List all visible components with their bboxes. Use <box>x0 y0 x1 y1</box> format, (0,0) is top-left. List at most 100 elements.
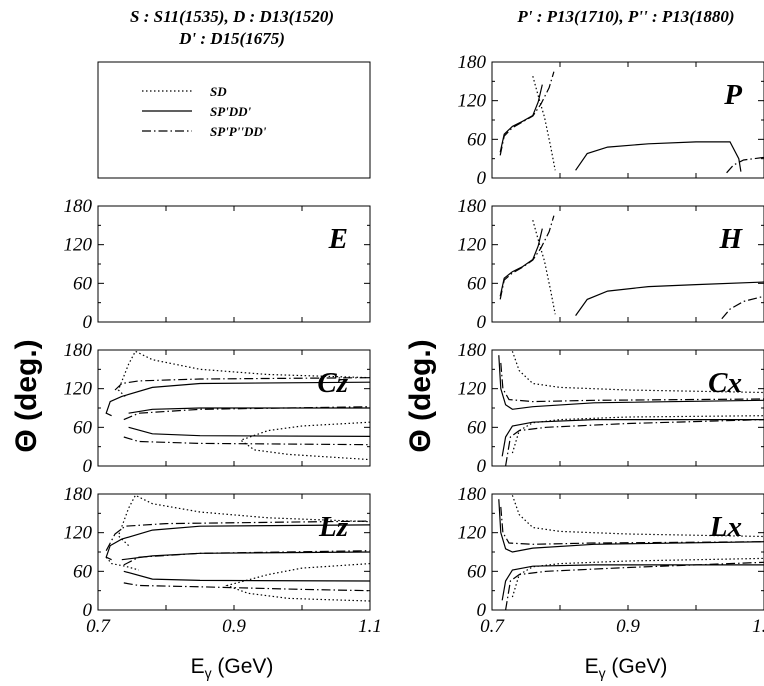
series-h-dashdot-0 <box>499 215 555 300</box>
series-cz-dotted-0 <box>117 350 370 397</box>
curves-cx <box>498 351 764 466</box>
series-cz-dotted-1 <box>239 421 370 461</box>
series-cz-solid-2 <box>128 426 370 437</box>
x-tick-label-lz-1.1: 1.1 <box>358 616 382 637</box>
curves-cz <box>105 350 370 461</box>
curves-p <box>499 71 764 174</box>
left-header-line2: D' : D15(1675) <box>178 29 285 48</box>
series-h-dotted-0 <box>532 220 556 315</box>
y-tick-label-cz-0: 0 <box>83 456 93 477</box>
series-lz-dotted-2 <box>225 563 370 602</box>
series-h-solid-1 <box>575 281 764 316</box>
left-y-axis-label: Θ (deg.) <box>10 339 43 452</box>
series-lz-solid-2 <box>123 570 370 582</box>
y-tick-label-lx-0: 0 <box>477 600 487 621</box>
right-x-axis-label: Eγ (GeV) <box>585 655 668 681</box>
series-p-solid-0 <box>499 84 543 153</box>
series-lx-dotted-1 <box>511 557 764 598</box>
series-lz-solid-0 <box>105 524 370 561</box>
legend-label-sppdd: SP'P''DD' <box>210 124 267 139</box>
y-tick-label-e-60: 60 <box>73 273 93 294</box>
series-lx-dashdot-1 <box>505 561 764 610</box>
right-y-axis-label: Θ (deg.) <box>404 339 437 452</box>
panel-label-cx: Cx <box>708 367 742 399</box>
panel-cx: 0 60 120 180 Cx <box>458 340 764 477</box>
y-tick-label-lz-120: 120 <box>64 523 93 544</box>
series-p-solid-1 <box>575 141 742 172</box>
series-lz-dashdot-2 <box>123 582 370 592</box>
panel-label-lx: Lx <box>709 511 742 543</box>
panel-frame-p <box>491 61 764 179</box>
series-cz-dashdot-1 <box>123 406 370 421</box>
x-tick-label-lz-0.7: 0.7 <box>86 616 111 637</box>
y-tick-label-h-120: 120 <box>458 235 487 256</box>
y-tick-label-cz-120: 120 <box>64 379 93 400</box>
y-tick-label-e-180: 180 <box>64 196 93 217</box>
panel-h: 0 60 120 180 H <box>458 196 764 333</box>
curves-h <box>499 215 764 320</box>
y-tick-label-cx-0: 0 <box>477 456 487 477</box>
panel-label-p: P <box>723 79 742 111</box>
y-tick-label-lx-120: 120 <box>458 523 487 544</box>
legend-label-sd: SD <box>210 84 227 99</box>
series-p-dashdot-1 <box>726 156 764 174</box>
panel-lx: 0 60 120 180 0.7 0.9 1.1 Lx <box>458 484 764 637</box>
y-tick-label-lx-180: 180 <box>458 484 487 505</box>
y-tick-label-cz-180: 180 <box>64 340 93 361</box>
legend-label-spdd: SP'DD' <box>210 104 252 119</box>
curves-lx <box>498 495 764 610</box>
series-cz-solid-1 <box>128 407 370 414</box>
panel-lz: 0 60 120 180 0.7 0.9 1.1 Lz <box>64 484 382 637</box>
y-tick-label-h-0: 0 <box>477 312 487 333</box>
x-tick-label-lx-1.1: 1.1 <box>752 616 764 637</box>
left-x-axis-label: Eγ (GeV) <box>191 655 274 681</box>
y-tick-label-p-60: 60 <box>467 129 487 150</box>
series-h-dashdot-1 <box>721 295 764 320</box>
legend-frame <box>97 61 371 179</box>
y-tick-label-h-180: 180 <box>458 196 487 217</box>
series-cx-dashdot-0 <box>500 362 764 403</box>
y-tick-label-e-0: 0 <box>83 312 93 333</box>
panel-e: 0 60 120 180 E <box>64 196 371 333</box>
series-cz-solid-0 <box>105 381 370 417</box>
series-lx-dotted-0 <box>511 495 764 538</box>
series-h-solid-0 <box>499 228 543 297</box>
panel-label-e: E <box>328 223 348 255</box>
right-header: P' : P13(1710), P'' : P13(1880) <box>516 7 734 26</box>
y-tick-label-p-180: 180 <box>458 52 487 73</box>
y-tick-label-lx-60: 60 <box>467 561 487 582</box>
legend: SD SP'DD' SP'P''DD' <box>97 61 371 179</box>
y-tick-label-p-0: 0 <box>477 168 487 189</box>
series-cx-solid-0 <box>498 355 764 410</box>
series-cz-dashdot-2 <box>123 436 370 446</box>
y-tick-label-cz-60: 60 <box>73 417 93 438</box>
x-tick-label-lx-0.7: 0.7 <box>480 616 505 637</box>
series-lz-dashdot-0 <box>105 520 370 551</box>
y-tick-label-cx-60: 60 <box>467 417 487 438</box>
series-lx-solid-0 <box>498 499 764 553</box>
y-tick-label-lz-0: 0 <box>83 600 93 621</box>
series-cz-dashdot-0 <box>114 377 370 391</box>
series-cx-solid-1 <box>501 419 764 457</box>
series-lz-dashdot-1 <box>123 550 370 566</box>
y-tick-label-h-60: 60 <box>467 273 487 294</box>
panels: 0 60 120 180 P 0 60 120 180 E 0 60 120 180 H 0 60 120 180 C… <box>64 52 764 637</box>
series-p-dashdot-0 <box>499 71 555 156</box>
y-tick-label-p-120: 120 <box>458 91 487 112</box>
panel-p: 0 60 120 180 P <box>458 52 764 189</box>
x-tick-label-lz-0.9: 0.9 <box>222 616 246 637</box>
x-tick-label-lx-0.9: 0.9 <box>616 616 640 637</box>
series-cx-dotted-0 <box>511 351 764 394</box>
panel-label-h: H <box>718 223 743 255</box>
panel-label-lz: Lz <box>318 511 349 543</box>
series-p-dotted-0 <box>532 76 556 171</box>
y-tick-label-lz-180: 180 <box>64 484 93 505</box>
series-lz-dotted-1 <box>105 556 139 571</box>
curves-lz <box>105 494 370 602</box>
left-header-line1: S : S11(1535), D : D13(1520) <box>130 7 334 26</box>
series-lx-solid-1 <box>501 564 764 601</box>
series-lx-dashdot-0 <box>500 506 764 545</box>
y-tick-label-e-120: 120 <box>64 235 93 256</box>
